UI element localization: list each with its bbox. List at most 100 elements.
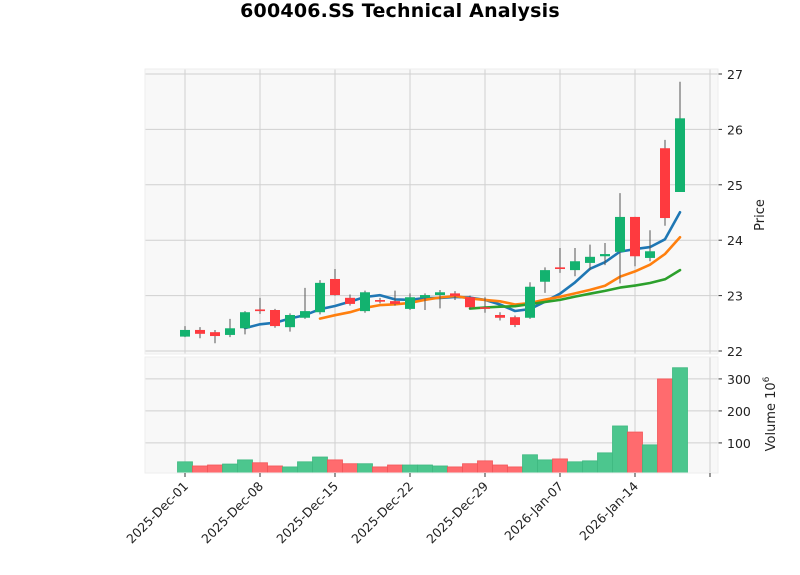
candle-body (360, 292, 370, 312)
volume-bar-up (567, 461, 583, 474)
candle-down (510, 315, 520, 328)
candle-up (360, 290, 370, 313)
candle-body (375, 300, 385, 302)
price-panel-frame (144, 68, 719, 355)
volume-bar-up (597, 452, 613, 474)
y-tick-label: 23 (727, 289, 743, 304)
chart-title: 600406.SS Technical Analysis (240, 0, 560, 22)
candle-body (210, 332, 220, 337)
volume-bar-down (657, 378, 673, 474)
candle-body (555, 267, 565, 270)
candle-down (330, 269, 340, 296)
price-panel-background (145, 69, 718, 354)
candle-down (630, 216, 640, 267)
candle-body (300, 311, 310, 318)
candle-up (180, 326, 190, 338)
volume-bar-up (177, 461, 193, 474)
x-tick-label: 2025-Dec-01 (123, 479, 191, 547)
candle-body (615, 216, 625, 252)
candle-body (270, 310, 280, 327)
candle-up (300, 287, 310, 319)
x-tick-label: 2025-Dec-15 (273, 479, 341, 547)
volume-bar-down (192, 465, 208, 474)
price-axis-label: Price (753, 199, 768, 231)
candle-body (345, 297, 355, 304)
candle-body (420, 295, 430, 298)
volume-bar-down (477, 460, 493, 474)
candle-up (285, 313, 295, 332)
candle-body (390, 301, 400, 304)
volume-bar-up (237, 459, 253, 474)
candle-down (270, 308, 280, 328)
volume-bar-down (552, 458, 568, 474)
volume-bar-up (432, 465, 448, 474)
candle-body (285, 314, 295, 328)
volume-bar-up (312, 456, 328, 474)
volume-panel-frame (144, 356, 719, 474)
candle-body (330, 278, 340, 296)
candle-body (570, 261, 580, 271)
candle-down (210, 329, 220, 344)
candle-down (660, 139, 670, 226)
volume-bar-up (522, 454, 538, 474)
volume-bar-down (462, 463, 478, 474)
volume-bar-up (282, 466, 298, 474)
x-tick-label: 2026-Jan-07 (501, 479, 566, 544)
volume-tick-label: 300 (727, 372, 751, 387)
candle-body (540, 270, 550, 282)
volume-bar-up (537, 459, 553, 474)
volume-bar-up (222, 463, 238, 474)
candle-up (240, 311, 250, 335)
volume-bar-down (327, 459, 343, 474)
candle-down (375, 297, 385, 304)
candle-up (540, 267, 550, 293)
candle-body (660, 148, 670, 219)
candle-up (225, 318, 235, 338)
candle-up (600, 242, 610, 266)
candle-body (495, 314, 505, 318)
volume-bar-down (507, 466, 523, 474)
x-tick-label: 2025-Dec-08 (198, 478, 266, 546)
y-tick-label: 25 (727, 178, 743, 193)
candle-down (495, 312, 505, 321)
candle-body (600, 254, 610, 257)
volume-bar-down (372, 466, 388, 474)
volume-bar-up (672, 367, 688, 474)
candle-body (675, 118, 685, 193)
candle-body (405, 297, 415, 309)
x-tick-label: 2025-Dec-29 (423, 478, 491, 546)
x-tick-label: 2025-Dec-22 (348, 479, 416, 547)
candle-body (315, 282, 325, 313)
candle-up (615, 193, 625, 284)
volume-bar-up (297, 461, 313, 474)
volume-bar-up (357, 463, 373, 474)
candle-up (675, 81, 685, 193)
candle-down (480, 297, 490, 313)
volume-bar-down (492, 464, 508, 474)
candle-body (630, 216, 640, 257)
candle-down (555, 247, 565, 273)
candle-body (465, 297, 475, 308)
x-axis: 2025-Dec-01 2025-Dec-08 2025-Dec-15 2025-De… (123, 473, 711, 547)
candle-body (225, 328, 235, 335)
volume-bar-down (267, 465, 283, 474)
volume-bar-down (342, 463, 358, 474)
volume-bar-up (642, 444, 658, 474)
candle-up (405, 293, 415, 311)
candle-up (570, 247, 580, 277)
volume-bar-down (387, 464, 403, 474)
candle-up (645, 230, 655, 262)
candle-up (435, 290, 445, 309)
y-tick-label: 24 (727, 233, 743, 248)
volume-bar-up (417, 464, 433, 474)
volume-bar-down (207, 464, 223, 474)
candle-body (240, 312, 250, 329)
ma20-line (468, 268, 682, 310)
volume-bar-down (252, 462, 268, 474)
candle-body (510, 317, 520, 325)
y-tick-label: 27 (727, 67, 743, 82)
candle-up (315, 280, 325, 315)
candle-down (345, 294, 355, 306)
volume-bar-up (402, 464, 418, 474)
